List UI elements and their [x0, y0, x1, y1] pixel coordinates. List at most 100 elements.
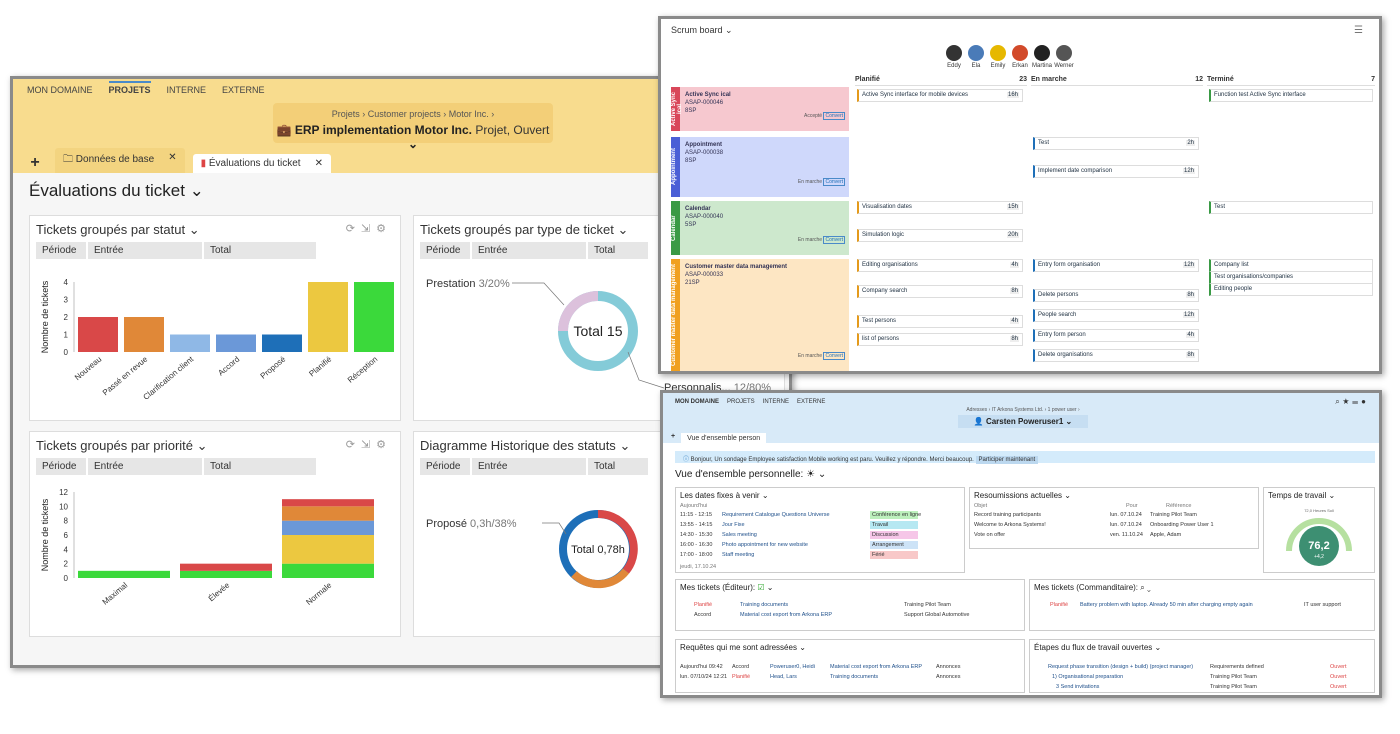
filter-total[interactable]: Total — [204, 458, 316, 475]
resub-row[interactable]: Welcome to Arkona Systems! lun. 07.10.24 O… — [974, 522, 1254, 528]
panel-title: Temps de travail — [1268, 491, 1327, 500]
menu-icon[interactable]: ☰ — [1354, 25, 1363, 36]
task-card[interactable]: Test — [1209, 201, 1373, 214]
story-card[interactable]: Calendar Calendar ASAP-000040 5SP En marche … — [671, 201, 849, 255]
task-card[interactable]: Visualisation dates 15h — [857, 201, 1023, 214]
convert-button[interactable]: Convert — [823, 352, 845, 360]
user-selector[interactable]: Adresses › IT Arkona Systems Ltd. › 1 po… — [958, 407, 1088, 428]
date-title[interactable]: Staff meeting — [722, 552, 755, 558]
date-row[interactable]: 16:00 - 16:30 Photo appointment for new w… — [680, 541, 960, 549]
scrum-board-title[interactable]: Scrum board ⌄ — [671, 25, 733, 35]
add-tab-button[interactable]: + — [30, 154, 40, 171]
project-selector[interactable]: Projets › Customer projects › Motor Inc.… — [273, 103, 553, 151]
nav-externe[interactable]: EXTERNE — [222, 85, 265, 95]
nav-projets[interactable]: PROJETS — [727, 399, 755, 405]
convert-button[interactable]: Convert — [823, 178, 845, 186]
task-card[interactable]: Simulation logic 20h — [857, 229, 1023, 242]
avatar avatar-emily[interactable]: Emily — [987, 45, 1009, 69]
card-toolbar-icons[interactable]: ⟳⇲⚙ — [345, 439, 392, 451]
tab-evaluations[interactable]: ▮ Évaluations du ticket ✕ — [192, 154, 331, 173]
header-icons[interactable]: ⌕★☰● — [1335, 397, 1369, 406]
filter-entree[interactable]: Entrée — [88, 458, 202, 475]
task-card[interactable]: Editing people — [1209, 283, 1373, 296]
task-card[interactable]: Implement date comparison 12h — [1033, 165, 1199, 178]
card-toolbar-icons[interactable]: ⟳⇲⚙ — [345, 223, 392, 235]
avatar avatar-eddy[interactable]: Eddy — [943, 45, 965, 69]
task-card[interactable]: Company search 8h — [857, 285, 1023, 298]
date-title[interactable]: Jour Fixe — [722, 522, 745, 528]
date-title[interactable]: Sales meeting — [722, 532, 757, 538]
nav-externe[interactable]: EXTERNE — [797, 399, 826, 405]
task-card[interactable]: Delete persons 8h — [1033, 289, 1199, 302]
resub-row[interactable]: Vote on offer ven. 11.10.24 Apple, Adam — [974, 532, 1254, 538]
date-title[interactable]: Requirement Catalogue Questions Universe — [722, 512, 830, 518]
task-card[interactable]: People search 12h — [1033, 309, 1199, 322]
date-title[interactable]: Photo appointment for new website — [722, 542, 808, 548]
page-title[interactable]: Vue d'ensemble personnelle: ☀ ⌄ — [675, 469, 827, 480]
breadcrumb[interactable]: Projets › Customer projects › Motor Inc.… — [331, 109, 495, 119]
task-card[interactable]: list of persons 8h — [857, 333, 1023, 346]
task-card[interactable]: Delete organisations 8h — [1033, 349, 1199, 362]
filter-entree[interactable]: Entrée — [472, 242, 586, 259]
resub-reference: Onboarding Power User 1 — [1150, 522, 1214, 528]
nav-projets[interactable]: PROJETS — [108, 81, 151, 95]
task-card[interactable]: Entry form person 4h — [1033, 329, 1199, 342]
filter-periode[interactable]: Période — [36, 458, 86, 475]
nav-mon-domaine[interactable]: MON DOMAINE — [675, 399, 719, 405]
resub-date: lun. 07.10.24 — [1110, 512, 1142, 518]
date-category: Arrangement — [870, 541, 918, 549]
nav-interne[interactable]: INTERNE — [166, 85, 207, 95]
task-card[interactable]: Function test Active Sync interface — [1209, 89, 1373, 102]
breadcrumb[interactable]: Adresses › IT Arkona Systems Ltd. › 1 po… — [966, 407, 1080, 413]
task-card[interactable]: Entry form organisation 12h — [1033, 259, 1199, 272]
avatar avatar-werner[interactable]: Werner — [1053, 45, 1075, 69]
filter-total[interactable]: Total — [588, 458, 648, 475]
close-icon[interactable]: ✕ — [314, 158, 323, 169]
chevron-down-icon[interactable]: ⌄ — [189, 181, 204, 200]
folder-icon: 🗀 — [63, 154, 76, 165]
convert-button[interactable]: Convert — [823, 236, 845, 244]
date-row[interactable]: 13:55 - 14:15 Jour Fixe Travail — [680, 521, 960, 529]
date-row[interactable]: 11:15 - 12:15 Requirement Catalogue Quest… — [680, 511, 960, 519]
task-card[interactable]: Active Sync interface for mobile devices… — [857, 89, 1023, 102]
date-category: Discussion — [870, 531, 918, 539]
close-icon[interactable]: ✕ — [168, 152, 177, 163]
resub-object: Record training participants — [974, 512, 1041, 518]
date-row[interactable]: 14:30 - 15:30 Sales meeting Discussion — [680, 531, 960, 539]
filter-row[interactable]: Période Entrée Total — [420, 458, 650, 475]
tab-vue-ensemble[interactable]: Vue d'ensemble person — [681, 433, 767, 444]
avatar avatar-erkan[interactable]: Erkan — [1009, 45, 1031, 69]
filter-periode[interactable]: Période — [420, 458, 470, 475]
filter-total[interactable]: Total — [204, 242, 316, 259]
filter-total[interactable]: Total — [588, 242, 648, 259]
filter-entree[interactable]: Entrée — [88, 242, 202, 259]
avatar avatar-martina[interactable]: Martina — [1031, 45, 1053, 69]
task-card[interactable]: Test 2h — [1033, 137, 1199, 150]
chevron-down-icon[interactable]: ⌄ — [407, 137, 419, 151]
date-row[interactable]: 17:00 - 18:00 Staff meeting Férié — [680, 551, 960, 559]
page-title[interactable]: Évaluations du ticket ⌄ — [29, 181, 204, 201]
task-card[interactable]: Test persons 4h — [857, 315, 1023, 328]
task-card[interactable]: Editing organisations 4h — [857, 259, 1023, 272]
filter-periode[interactable]: Période — [420, 242, 470, 259]
filter-row[interactable]: Période Entrée Total — [36, 458, 318, 475]
add-tab-button[interactable]: + — [671, 433, 676, 440]
nav-interne[interactable]: INTERNE — [762, 399, 790, 405]
story-card[interactable]: Appointment Appointment ASAP-000038 8SP En m… — [671, 137, 849, 197]
filter-entree[interactable]: Entrée — [472, 458, 586, 475]
filter-row[interactable]: Période Entrée Total — [420, 242, 650, 259]
chevron-down-icon[interactable]: ⌄ — [617, 222, 629, 237]
avatar avatar-ela[interactable]: Ela — [965, 45, 987, 69]
story-card[interactable]: Active Sync ical Active Sync ical ASAP-000… — [671, 87, 849, 131]
participate-button[interactable]: Participer maintenant — [975, 456, 1039, 464]
nav-mon-domaine[interactable]: MON DOMAINE — [27, 85, 93, 95]
chevron-down-icon[interactable]: ⌄ — [188, 222, 200, 237]
filter-row[interactable]: Période Entrée Total — [36, 242, 318, 259]
convert-button[interactable]: Convert — [823, 112, 845, 120]
tab-donnees-de-base[interactable]: 🗀 Données de base ✕ — [55, 148, 185, 173]
story-card[interactable]: Customer master data management Customer … — [671, 259, 849, 371]
chevron-down-icon[interactable]: ⌄ — [196, 438, 208, 453]
resub-row[interactable]: Record training participants lun. 07.10.2… — [974, 512, 1254, 518]
chevron-down-icon[interactable]: ⌄ — [619, 438, 631, 453]
filter-periode[interactable]: Période — [36, 242, 86, 259]
